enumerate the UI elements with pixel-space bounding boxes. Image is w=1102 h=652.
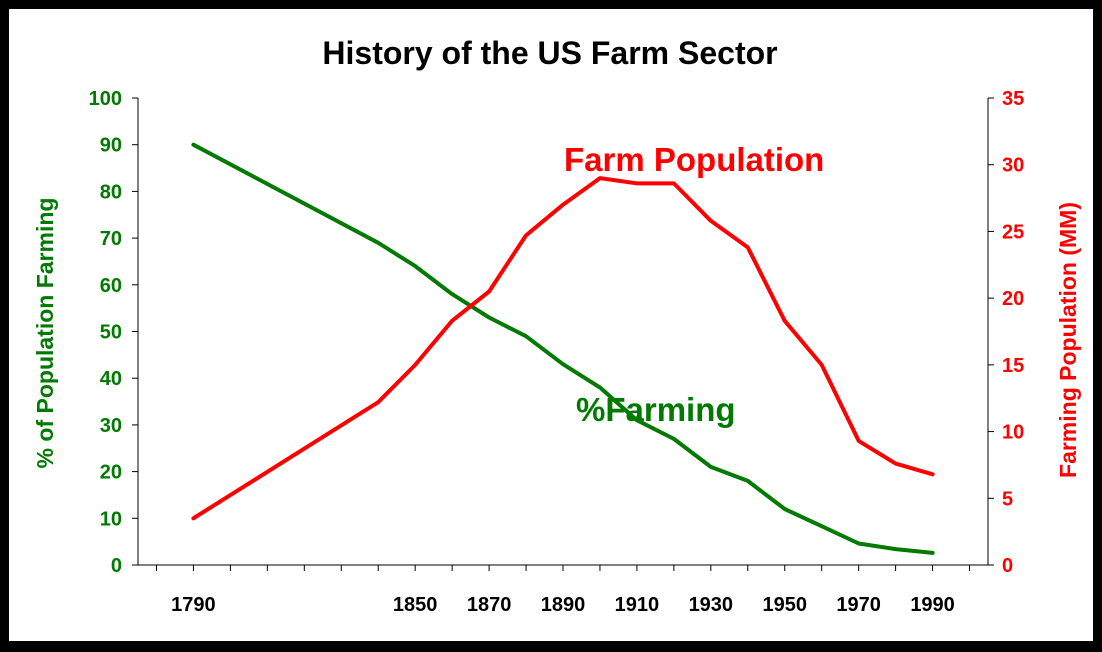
x-tick-label: 1930 — [689, 594, 734, 616]
series-line-farm-population — [191, 176, 935, 521]
left-tick-label: 100 — [89, 88, 122, 110]
axes: 0 10 20 30 40 50 60 70 80 90 100 0 5 10 15 20 25 30 35 1790… — [89, 88, 1025, 616]
right-tick-label: 15 — [1002, 355, 1024, 377]
x-tick-label: 1950 — [762, 594, 807, 616]
left-tick-label: 20 — [100, 462, 122, 484]
x-tick-label: 1910 — [615, 594, 660, 616]
x-tick-label: 1850 — [393, 594, 438, 616]
left-tick-label: 40 — [100, 368, 122, 390]
right-tick-label: 5 — [1002, 488, 1013, 510]
series-label-farm-population: Farm Population — [564, 141, 824, 178]
series-label-percent-farming: %Farming — [576, 391, 736, 428]
right-tick-label: 30 — [1002, 155, 1024, 177]
chart-frame: History of the US Farm Sector 0 10 20 30 40 5… — [9, 9, 1093, 641]
left-tick-label: 80 — [100, 181, 122, 203]
left-tick-label: 60 — [100, 275, 122, 297]
right-axis-title: Farming Population (MM) — [1055, 202, 1081, 478]
right-tick-label: 20 — [1002, 288, 1024, 310]
chart-title: History of the US Farm Sector — [322, 35, 777, 71]
left-tick-label: 50 — [100, 322, 122, 344]
dual-axis-line-chart: History of the US Farm Sector 0 10 20 30 40 5… — [32, 35, 1081, 616]
left-tick-label: 30 — [100, 415, 122, 437]
x-tick-label: 1890 — [541, 594, 586, 616]
left-tick-label: 10 — [100, 508, 122, 530]
left-tick-label: 90 — [100, 135, 122, 157]
left-tick-label: 0 — [111, 555, 122, 577]
right-tick-label: 0 — [1002, 555, 1013, 577]
series-line-percent-farming — [191, 142, 935, 555]
right-tick-label: 10 — [1002, 422, 1024, 444]
x-tick-label: 1870 — [467, 594, 512, 616]
x-tick-label: 1990 — [910, 594, 955, 616]
left-tick-label: 70 — [100, 228, 122, 250]
x-tick-label: 1970 — [836, 594, 881, 616]
x-tick-label: 1790 — [171, 594, 216, 616]
right-tick-label: 25 — [1002, 221, 1024, 243]
right-tick-label: 35 — [1002, 88, 1024, 110]
series-layer — [191, 142, 935, 555]
left-axis-title: % of Population Farming — [32, 198, 58, 469]
